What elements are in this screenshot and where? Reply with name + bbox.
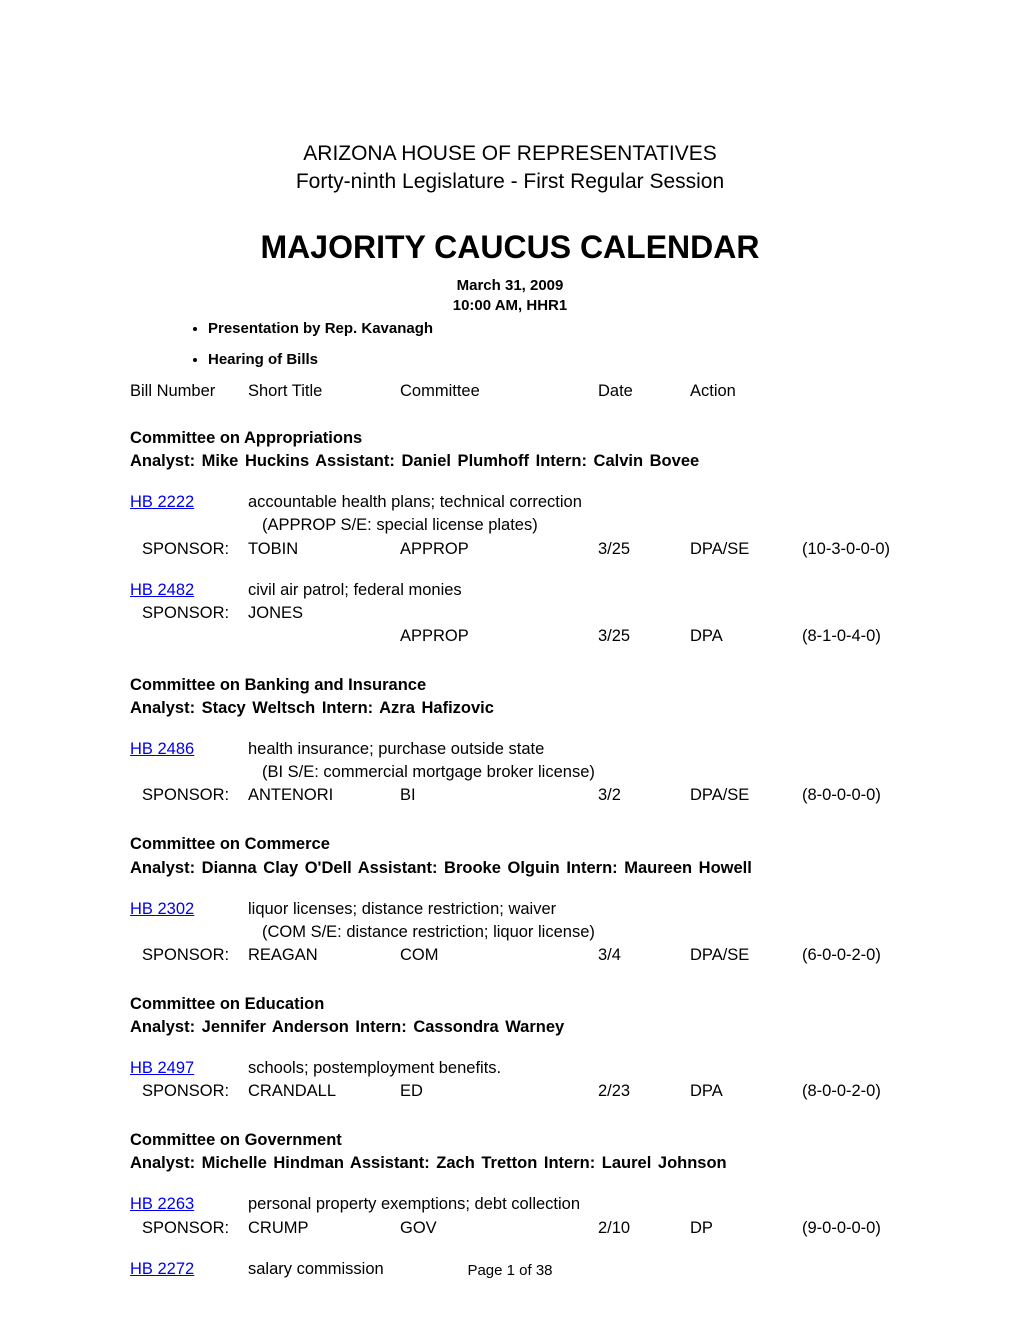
agenda-item: Hearing of Bills <box>208 351 890 368</box>
bill-short-title: personal property exemptions; debt colle… <box>248 1193 902 1216</box>
bill-committee: APPROP <box>400 538 598 561</box>
bill-number: HB 2263 <box>130 1193 248 1216</box>
bill-committee: ED <box>400 1080 598 1103</box>
bill-block: HB 2263personal property exemptions; deb… <box>130 1193 890 1239</box>
sponsor-label: SPONSOR: <box>130 538 248 561</box>
bill-short-title: civil air patrol; federal monies <box>248 579 902 602</box>
sponsor-label: SPONSOR: <box>130 602 248 625</box>
bill-vote: (10-3-0-0-0) <box>802 538 902 561</box>
bill-vote: (6-0-0-2-0) <box>802 944 902 967</box>
committee-section-header: Committee on GovernmentAnalyst: Michelle… <box>130 1129 890 1175</box>
committee-name: Committee on Commerce <box>130 833 890 856</box>
bill-committee: GOV <box>400 1217 598 1240</box>
committee-section-header: Committee on CommerceAnalyst: Dianna Cla… <box>130 833 890 879</box>
bill-vote: (9-0-0-0-0) <box>802 1217 902 1240</box>
bill-note: (COM S/E: distance restriction; liquor l… <box>248 921 902 944</box>
bill-date: 3/25 <box>598 538 690 561</box>
chamber-name: ARIZONA HOUSE OF REPRESENTATIVES <box>130 140 890 168</box>
document-page: ARIZONA HOUSE OF REPRESENTATIVES Forty-n… <box>0 0 1020 1341</box>
sponsor-name: ANTENORI <box>248 784 400 807</box>
committee-name: Committee on Appropriations <box>130 427 890 450</box>
bill-link[interactable]: HB 2486 <box>130 740 194 758</box>
col-action: Action <box>690 382 802 401</box>
bill-note: (BI S/E: commercial mortgage broker lice… <box>248 761 902 784</box>
meeting-time-room: 10:00 AM, HHR1 <box>130 296 890 316</box>
bill-date: 2/23 <box>598 1080 690 1103</box>
col-date: Date <box>598 382 690 401</box>
bill-short-title: accountable health plans; technical corr… <box>248 491 902 514</box>
col-bill-number: Bill Number <box>130 382 248 401</box>
committee-staff: Analyst: Jennifer Anderson Intern: Casso… <box>130 1016 890 1039</box>
bill-date: 2/10 <box>598 1217 690 1240</box>
committee-section-header: Committee on Banking and InsuranceAnalys… <box>130 674 890 720</box>
bill-link[interactable]: HB 2222 <box>130 493 194 511</box>
sponsor-name: CRUMP <box>248 1217 400 1240</box>
bill-date: 3/4 <box>598 944 690 967</box>
page-footer: Page 1 of 38 <box>0 1262 1020 1279</box>
bill-short-title: schools; postemployment benefits. <box>248 1057 902 1080</box>
sections-container: Committee on AppropriationsAnalyst: Mike… <box>130 427 890 1281</box>
bill-action: DPA <box>690 625 802 648</box>
bill-action: DP <box>690 1217 802 1240</box>
session-name: Forty-ninth Legislature - First Regular … <box>130 168 890 196</box>
bill-block: HB 2486health insurance; purchase outsid… <box>130 738 890 807</box>
sponsor-name: TOBIN <box>248 538 400 561</box>
bill-vote: (8-0-0-0-0) <box>802 784 902 807</box>
committee-name: Committee on Banking and Insurance <box>130 674 890 697</box>
bill-number: HB 2482 <box>130 579 248 602</box>
col-short-title: Short Title <box>248 382 400 401</box>
bill-action: DPA/SE <box>690 538 802 561</box>
bill-note: (APPROP S/E: special license plates) <box>248 514 902 537</box>
column-headers: Bill Number Short Title Committee Date A… <box>130 382 890 401</box>
bill-link[interactable]: HB 2482 <box>130 581 194 599</box>
bill-short-title: health insurance; purchase outside state <box>248 738 902 761</box>
bill-action: DPA <box>690 1080 802 1103</box>
agenda-list: Presentation by Rep. Kavanagh Hearing of… <box>168 320 890 368</box>
bill-link[interactable]: HB 2302 <box>130 900 194 918</box>
committee-staff: Analyst: Mike Huckins Assistant: Daniel … <box>130 450 890 473</box>
committee-staff: Analyst: Dianna Clay O'Dell Assistant: B… <box>130 857 890 880</box>
bill-vote: (8-0-0-2-0) <box>802 1080 902 1103</box>
col-committee: Committee <box>400 382 598 401</box>
sponsor-name: CRANDALL <box>248 1080 400 1103</box>
bill-number: HB 2302 <box>130 898 248 921</box>
bill-committee: COM <box>400 944 598 967</box>
bill-link[interactable]: HB 2497 <box>130 1059 194 1077</box>
bill-committee: APPROP <box>400 625 598 648</box>
bill-link[interactable]: HB 2263 <box>130 1195 194 1213</box>
sponsor-label: SPONSOR: <box>130 1080 248 1103</box>
agenda-item: Presentation by Rep. Kavanagh <box>208 320 890 337</box>
bill-vote: (8-1-0-4-0) <box>802 625 902 648</box>
sponsor-label: SPONSOR: <box>130 944 248 967</box>
committee-section-header: Committee on AppropriationsAnalyst: Mike… <box>130 427 890 473</box>
bill-date: 3/25 <box>598 625 690 648</box>
bill-block: HB 2497schools; postemployment benefits.… <box>130 1057 890 1103</box>
bill-block: HB 2302liquor licenses; distance restric… <box>130 898 890 967</box>
bill-block: HB 2482civil air patrol; federal moniesS… <box>130 579 890 648</box>
bill-action: DPA/SE <box>690 944 802 967</box>
committee-staff: Analyst: Michelle Hindman Assistant: Zac… <box>130 1152 890 1175</box>
sponsor-name: JONES <box>248 602 400 625</box>
committee-name: Committee on Education <box>130 993 890 1016</box>
committee-staff: Analyst: Stacy Weltsch Intern: Azra Hafi… <box>130 697 890 720</box>
committee-name: Committee on Government <box>130 1129 890 1152</box>
meeting-date: March 31, 2009 <box>130 276 890 296</box>
bill-number: HB 2486 <box>130 738 248 761</box>
bill-committee: BI <box>400 784 598 807</box>
document-title: MAJORITY CAUCUS CALENDAR <box>130 229 890 266</box>
bill-date: 3/2 <box>598 784 690 807</box>
sponsor-label: SPONSOR: <box>130 784 248 807</box>
committee-section-header: Committee on EducationAnalyst: Jennifer … <box>130 993 890 1039</box>
bill-number: HB 2222 <box>130 491 248 514</box>
bill-short-title: liquor licenses; distance restriction; w… <box>248 898 902 921</box>
sponsor-name: REAGAN <box>248 944 400 967</box>
bill-number: HB 2497 <box>130 1057 248 1080</box>
bill-action: DPA/SE <box>690 784 802 807</box>
sponsor-label: SPONSOR: <box>130 1217 248 1240</box>
bill-block: HB 2222accountable health plans; technic… <box>130 491 890 560</box>
